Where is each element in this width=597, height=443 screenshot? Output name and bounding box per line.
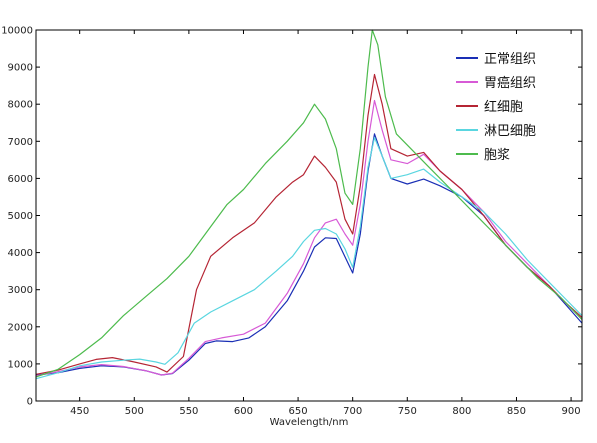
legend-label: 胞浆 (484, 148, 510, 163)
legend-label: 红细胞 (484, 99, 523, 115)
y-tick-label: 8000 (8, 100, 33, 111)
series-line-3 (35, 137, 583, 380)
x-tick-label: 600 (234, 406, 253, 417)
y-tick-label: 7000 (8, 137, 33, 148)
series-line-1 (35, 99, 583, 377)
x-axis: 450 500 550 600 650 700 750 800 850 900 (70, 30, 581, 417)
y-tick-label: 5000 (8, 211, 33, 222)
y-tick-label: 2000 (8, 322, 33, 333)
y-tick-label: 3000 (8, 285, 33, 296)
x-tick-label: 550 (179, 406, 198, 417)
legend-label: 淋巴细胞 (484, 124, 536, 139)
x-axis-label: Wavelength/nm (270, 417, 349, 428)
x-tick-label: 850 (507, 406, 526, 417)
y-tick-label: 6000 (8, 174, 33, 185)
x-tick-label: 650 (289, 406, 308, 417)
series-layer (35, 29, 583, 380)
x-tick-label: 800 (452, 406, 471, 417)
x-tick-label: 750 (398, 406, 417, 417)
y-tick-label: 0 (27, 397, 33, 408)
legend-label: 胃癌组织 (484, 75, 536, 91)
y-tick-label: 4000 (8, 248, 33, 259)
series-line-2 (35, 73, 583, 375)
legend-label: 正常组织 (484, 52, 536, 67)
y-tick-label: 9000 (8, 63, 33, 74)
x-tick-label: 700 (343, 406, 362, 417)
y-tick-label: 10000 (1, 26, 33, 37)
x-tick-label: 500 (125, 406, 144, 417)
y-tick-label: 1000 (8, 359, 33, 370)
x-tick-label: 900 (562, 406, 581, 417)
series-line-4 (35, 29, 583, 378)
x-tick-label: 450 (70, 406, 89, 417)
y-axis: 0 1000 2000 3000 4000 5000 6000 7000 8000 9000 100… (1, 26, 582, 408)
